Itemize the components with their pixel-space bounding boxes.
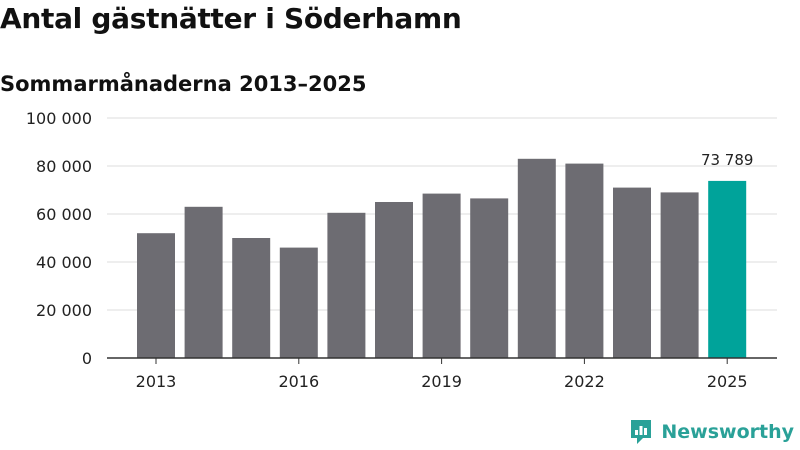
bar-2023 (613, 187, 651, 358)
brand-name: Newsworthy (661, 421, 794, 443)
data-label: 73 789 (701, 151, 754, 169)
bar-2022 (565, 163, 604, 358)
bar-2017 (327, 212, 366, 358)
x-tick-label: 2013 (136, 372, 177, 391)
y-tick-label: 0 (82, 349, 92, 368)
bar-2018 (375, 202, 413, 358)
bar-2016 (279, 247, 318, 358)
y-tick-label: 100 000 (26, 109, 92, 128)
bar-2025 (708, 180, 747, 358)
bar-2013 (137, 233, 175, 358)
x-tick-label: 2025 (707, 372, 748, 391)
bar-2020 (470, 198, 509, 358)
bar-2019 (422, 193, 461, 358)
x-tick-label: 2019 (421, 372, 462, 391)
bar-2021 (517, 158, 556, 358)
y-tick-label: 20 000 (36, 301, 92, 320)
bar-2014 (184, 206, 223, 358)
y-tick-label: 40 000 (36, 253, 92, 272)
x-tick-label: 2022 (564, 372, 605, 391)
chart-title: Antal gästnätter i Söderhamn (0, 2, 462, 35)
brand: Newsworthy (629, 418, 794, 446)
newsworthy-logo-icon (631, 420, 652, 444)
y-tick-label: 60 000 (36, 205, 92, 224)
bar-2024 (660, 192, 699, 358)
y-tick-label: 80 000 (36, 157, 92, 176)
bar-2015 (232, 238, 271, 358)
x-tick-label: 2016 (278, 372, 319, 391)
chart-subtitle: Sommarmånaderna 2013–2025 (0, 72, 367, 96)
